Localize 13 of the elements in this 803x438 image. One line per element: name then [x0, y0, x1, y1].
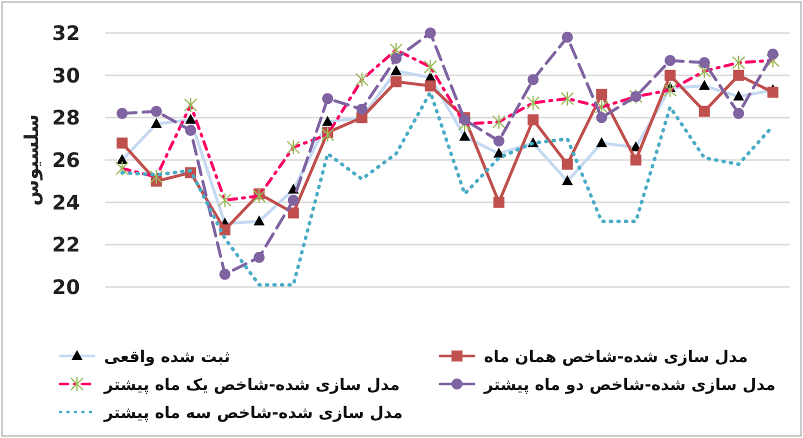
legend-label: ثبت شده واقعی [104, 347, 230, 366]
y-tick-label: 22 [52, 232, 80, 257]
y-tick-label: 28 [52, 106, 80, 130]
y-tick-label: 26 [52, 148, 80, 172]
y-tick-label: 20 [52, 275, 80, 299]
legend-label: مدل سازی شده-شاخص سه ماه پیشتر [103, 403, 403, 422]
legend-label: مدل سازی شده-شاخص یک ماه پیشتر [103, 375, 400, 394]
y-tick-label: 24 [52, 190, 80, 214]
legend-label: مدل سازی شده-شاخص همان ماه [484, 347, 748, 366]
y-tick-label: 32 [52, 21, 80, 45]
legend-label: مدل سازی شده-شاخص دو ماه پیشتر [483, 375, 776, 394]
y-tick-label: 30 [52, 63, 80, 88]
y-axis-title: سلسیوس [21, 114, 43, 206]
